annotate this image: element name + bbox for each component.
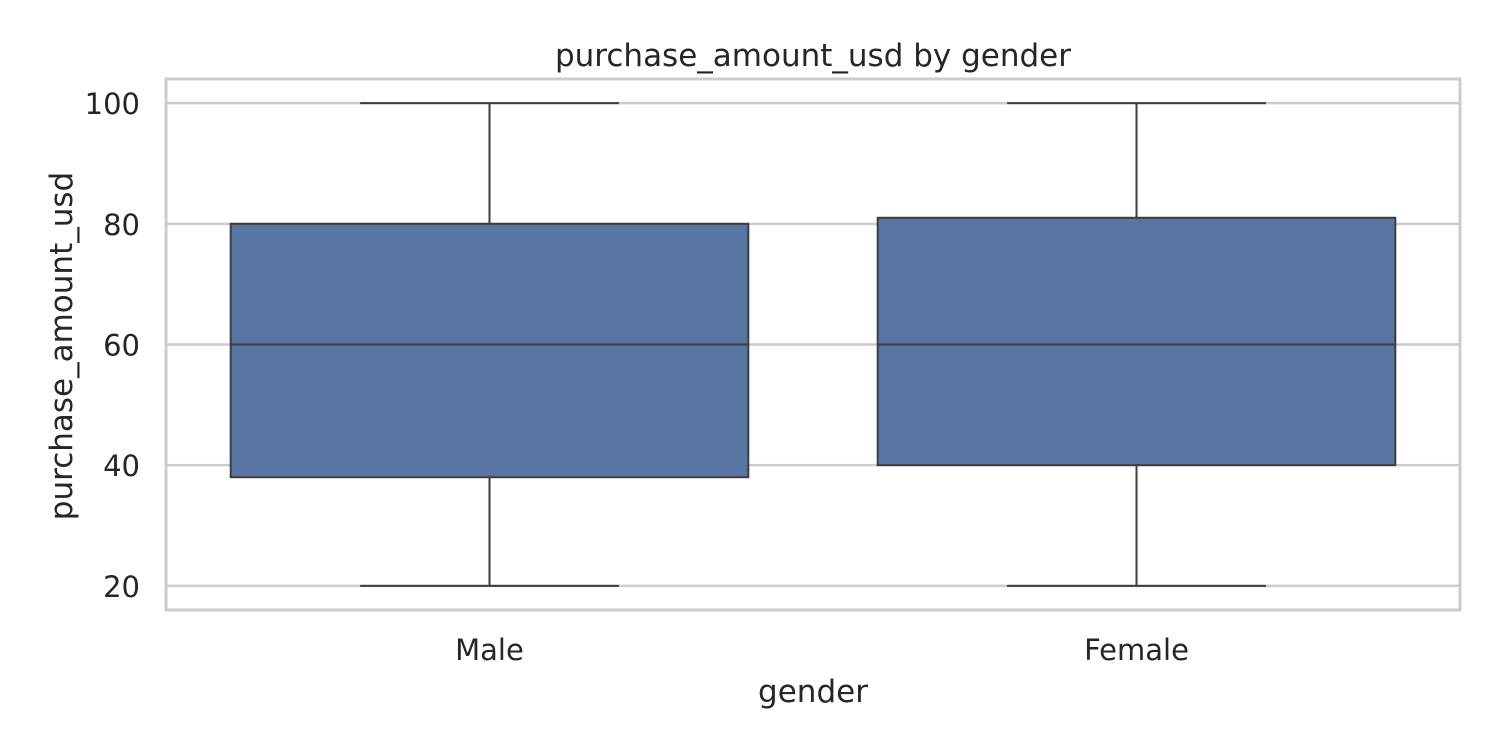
y-tick-label: 20: [103, 570, 140, 604]
y-axis-label: purchase_amount_usd: [44, 172, 80, 520]
box-layer: [229, 102, 1397, 587]
y-axis-ticks: 20 40 60 80 100: [85, 87, 140, 604]
y-tick-label: 60: [103, 329, 140, 363]
box-iqr: [229, 222, 750, 479]
x-tick-label-male: Male: [455, 633, 524, 667]
chart-title: purchase_amount_usd by gender: [555, 38, 1071, 74]
x-axis-ticks: Male Female: [455, 633, 1189, 667]
y-tick-label: 40: [103, 449, 140, 483]
x-tick-label-female: Female: [1084, 633, 1189, 667]
box-group-male: [229, 102, 750, 587]
box-group-female: [876, 102, 1397, 587]
y-tick-label: 100: [85, 87, 140, 121]
box-iqr: [876, 216, 1397, 467]
plot-frame: [164, 77, 1462, 612]
y-tick-label: 80: [103, 208, 140, 242]
x-axis-label: gender: [758, 674, 868, 710]
